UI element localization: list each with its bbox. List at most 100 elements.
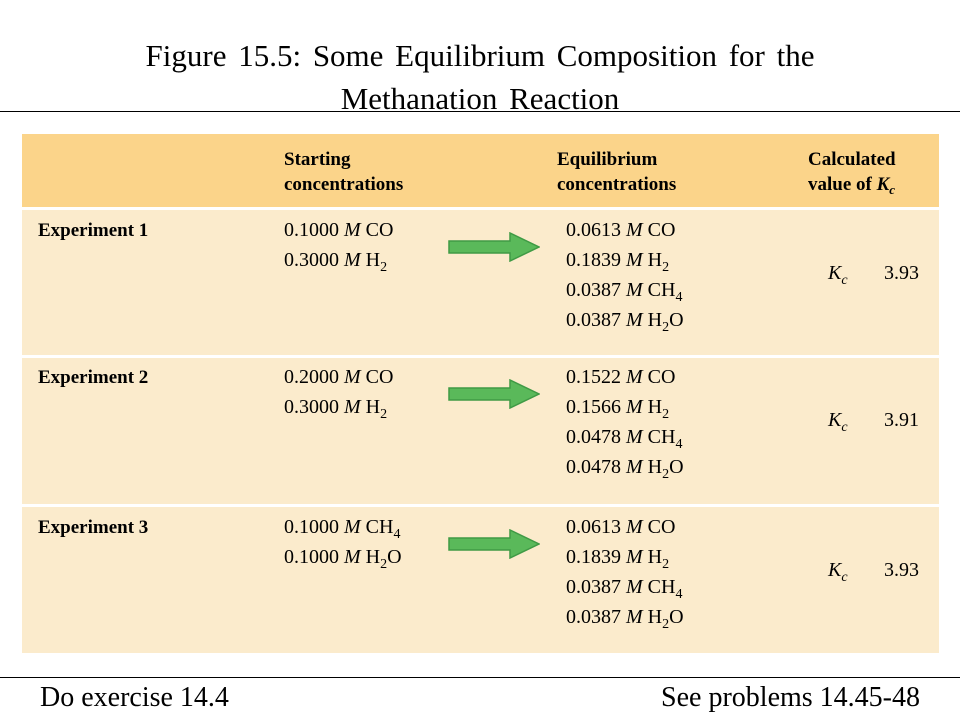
table-row-experiment-3: Experiment 3 0.1000 M CH4 0.1000 M H2O 0.06… (22, 508, 939, 648)
header-calculated-text: value of (808, 174, 877, 195)
header-equilibrium-concentrations: Equilibrium concentrations (557, 147, 676, 197)
species-formula: H (647, 309, 663, 331)
right-arrow-icon (448, 529, 540, 559)
experiment-label: Experiment 2 (38, 367, 149, 388)
species-subscript: 2 (662, 617, 670, 632)
species-formula: H (365, 249, 381, 271)
concentration-value: 0.2000 (284, 366, 339, 388)
header-kc-symbol: K (876, 174, 890, 195)
starting-concentration-line: 0.1000 M CO (284, 215, 393, 245)
equilibrium-concentration-line: 0.1839 M H2 (566, 245, 684, 275)
species-formula-tail: O (669, 456, 684, 478)
concentration-value: 0.0613 (566, 516, 621, 538)
species-subscript: 2 (662, 557, 670, 572)
concentration-value: 0.1522 (566, 366, 621, 388)
molarity-symbol: M (344, 396, 361, 418)
species-formula-tail: O (387, 546, 402, 568)
molarity-symbol: M (626, 279, 643, 301)
header-equilibrium-line-2: concentrations (557, 174, 677, 195)
molarity-symbol: M (626, 366, 643, 388)
table-row-experiment-1: Experiment 1 0.1000 M CO 0.3000 M H2 0.0613… (22, 211, 939, 351)
species-formula: H (647, 396, 663, 418)
species-formula: H (647, 249, 663, 271)
species-subscript: 4 (675, 587, 683, 602)
species-subscript: 2 (662, 260, 670, 275)
kc-cell: Kc 3.93 (828, 557, 919, 585)
equilibrium-concentration-line: 0.0387 M CH4 (566, 275, 684, 305)
species-subscript: 4 (675, 437, 683, 452)
title-divider (0, 111, 960, 112)
concentration-value: 0.1839 (566, 546, 621, 568)
kc-subscript: c (841, 570, 848, 585)
molarity-symbol: M (626, 606, 643, 628)
table-row-experiment-2: Experiment 2 0.2000 M CO 0.3000 M H2 0.1522… (22, 358, 939, 498)
equilibrium-table: Starting concentrations Equilibrium conc… (22, 134, 939, 653)
molarity-symbol: M (626, 546, 643, 568)
species-formula: CO (647, 516, 676, 538)
equilibrium-concentrations-cell: 0.0613 M CO 0.1839 M H2 0.0387 M CH4 0.0387… (566, 512, 684, 632)
species-subscript: 4 (675, 290, 683, 305)
species-formula-tail: O (669, 606, 684, 628)
header-calculated-line-2: value of Kc (808, 172, 896, 197)
species-subscript: 2 (662, 467, 670, 482)
molarity-symbol: M (626, 219, 643, 241)
kc-cell: Kc 3.93 (828, 260, 919, 288)
species-formula: H (365, 396, 381, 418)
species-subscript: 2 (662, 407, 670, 422)
species-formula: CH (647, 279, 676, 301)
molarity-symbol: M (344, 219, 361, 241)
species-formula: CO (365, 219, 394, 241)
concentration-value: 0.0387 (566, 309, 621, 331)
right-arrow-icon (448, 232, 540, 262)
molarity-symbol: M (626, 396, 643, 418)
species-formula: H (647, 456, 663, 478)
equilibrium-concentrations-cell: 0.1522 M CO 0.1566 M H2 0.0478 M CH4 0.0478… (566, 362, 684, 482)
concentration-value: 0.1566 (566, 396, 621, 418)
concentration-value: 0.0613 (566, 219, 621, 241)
kc-symbol: K (828, 559, 842, 581)
concentration-value: 0.0387 (566, 279, 621, 301)
concentration-value: 0.1000 (284, 516, 339, 538)
species-formula: CH (365, 516, 394, 538)
equilibrium-concentration-line: 0.1566 M H2 (566, 392, 684, 422)
starting-concentration-line: 0.2000 M CO (284, 362, 393, 392)
header-starting-line-2: concentrations (284, 174, 404, 195)
equilibrium-concentration-line: 0.0387 M CH4 (566, 572, 684, 602)
row-divider (22, 355, 939, 358)
starting-concentrations-cell: 0.1000 M CH4 0.1000 M H2O (284, 512, 402, 572)
header-kc-subscript: c (889, 182, 896, 197)
kc-cell: Kc 3.91 (828, 407, 919, 435)
starting-concentration-line: 0.1000 M H2O (284, 542, 402, 572)
molarity-symbol: M (626, 309, 643, 331)
experiment-label: Experiment 1 (38, 220, 149, 241)
equilibrium-concentration-line: 0.1839 M H2 (566, 542, 684, 572)
molarity-symbol: M (626, 456, 643, 478)
equilibrium-concentration-line: 0.0387 M H2O (566, 305, 684, 335)
species-formula: H (365, 546, 381, 568)
concentration-value: 0.1839 (566, 249, 621, 271)
species-subscript: 2 (380, 407, 388, 422)
molarity-symbol: M (626, 249, 643, 271)
concentration-value: 0.0387 (566, 576, 621, 598)
equilibrium-concentration-line: 0.0613 M CO (566, 512, 684, 542)
species-formula: CH (647, 426, 676, 448)
footer-divider (0, 677, 960, 678)
row-divider (22, 207, 939, 210)
header-starting-line-1: Starting (284, 149, 351, 170)
molarity-symbol: M (344, 366, 361, 388)
header-equilibrium-line-1: Equilibrium (557, 149, 658, 170)
slide-title-line-1: Figure 15.5: Some Equilibrium Compositio… (145, 38, 815, 73)
equilibrium-concentration-line: 0.0478 M CH4 (566, 422, 684, 452)
footer-problems-note: See problems 14.45-48 (661, 682, 920, 713)
species-subscript: 2 (380, 260, 388, 275)
kc-value: 3.93 (884, 262, 919, 284)
concentration-value: 0.0478 (566, 456, 621, 478)
concentration-value: 0.3000 (284, 249, 339, 271)
equilibrium-concentration-line: 0.1522 M CO (566, 362, 684, 392)
slide-title-line-2: Methanation Reaction (340, 81, 620, 116)
molarity-symbol: M (344, 516, 361, 538)
kc-value: 3.91 (884, 409, 919, 431)
species-formula: H (647, 606, 663, 628)
equilibrium-concentration-line: 0.0387 M H2O (566, 602, 684, 632)
molarity-symbol: M (626, 426, 643, 448)
